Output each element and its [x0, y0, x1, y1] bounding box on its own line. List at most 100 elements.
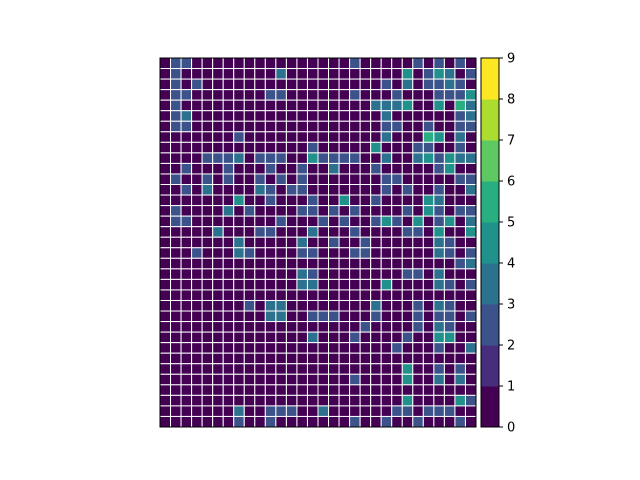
heatmap-cell [454, 363, 466, 375]
heatmap-cell [180, 68, 193, 80]
heatmap-cell [433, 384, 445, 396]
heatmap-cell [170, 247, 182, 259]
heatmap-cell [306, 99, 319, 112]
heatmap-cell [380, 331, 393, 344]
heatmap-cell [412, 310, 424, 323]
heatmap-cell [306, 310, 319, 323]
heatmap-cell [454, 405, 466, 417]
heatmap-cell [380, 289, 393, 301]
heatmap-frame [159, 57, 477, 428]
heatmap-cell [370, 89, 382, 101]
heatmap-cell [380, 415, 393, 428]
heatmap-cell [422, 331, 435, 344]
heatmap-cell [433, 236, 445, 249]
heatmap-cell [422, 99, 435, 112]
heatmap-cell [359, 331, 372, 344]
heatmap-cell [191, 321, 203, 333]
heatmap-cell [201, 173, 214, 186]
heatmap-cell [391, 173, 403, 186]
heatmap-cell [201, 257, 214, 270]
heatmap-cell [401, 352, 414, 365]
heatmap-cell [464, 99, 477, 112]
heatmap-cell [306, 394, 319, 407]
heatmap-cell [317, 184, 330, 196]
heatmap-cell [338, 131, 351, 143]
heatmap-cell [359, 89, 372, 101]
heatmap-cell [359, 363, 372, 375]
heatmap-cell [401, 120, 414, 133]
heatmap-cell [359, 289, 372, 301]
heatmap-cell [159, 331, 172, 344]
heatmap-cell [201, 352, 214, 365]
heatmap-cell [222, 342, 235, 354]
heatmap-cell [275, 226, 287, 238]
colorbar [480, 57, 500, 428]
heatmap-cell [201, 226, 214, 238]
heatmap-cell [264, 152, 277, 164]
heatmap-cell [180, 184, 193, 196]
heatmap-cell [328, 278, 340, 291]
heatmap-cell [180, 384, 193, 396]
heatmap-cell [422, 268, 435, 280]
heatmap-cell [433, 89, 445, 101]
heatmap-cell [191, 289, 203, 301]
heatmap-cell [306, 247, 319, 259]
heatmap-cell [180, 162, 193, 175]
heatmap-cell [380, 99, 393, 112]
heatmap-cell [191, 384, 203, 396]
heatmap-cell [285, 321, 298, 333]
heatmap-cell [401, 236, 414, 249]
heatmap-cell [212, 68, 224, 80]
heatmap-cell [180, 268, 193, 280]
heatmap-cell [380, 342, 393, 354]
heatmap-cell [180, 78, 193, 91]
heatmap-cell [349, 278, 361, 291]
heatmap-cell [254, 268, 266, 280]
heatmap-cell [212, 363, 224, 375]
heatmap-cell [412, 405, 424, 417]
heatmap-cell [370, 289, 382, 301]
heatmap-cell [349, 184, 361, 196]
heatmap-cell [412, 299, 424, 312]
heatmap-cell [391, 299, 403, 312]
heatmap-cell [443, 141, 456, 154]
heatmap-cell [296, 247, 308, 259]
heatmap-cell [264, 194, 277, 207]
heatmap-cell [180, 194, 193, 207]
heatmap-cell [201, 99, 214, 112]
colorbar-segment [481, 58, 499, 100]
heatmap-cell [243, 342, 256, 354]
heatmap-cell [317, 268, 330, 280]
heatmap-cell [254, 384, 266, 396]
heatmap-cell [338, 162, 351, 175]
heatmap-cell [180, 394, 193, 407]
heatmap-cell [422, 352, 435, 365]
heatmap-cell [317, 363, 330, 375]
heatmap-cell [443, 331, 456, 344]
heatmap-cell [412, 89, 424, 101]
heatmap-cell [349, 257, 361, 270]
heatmap-cell [243, 257, 256, 270]
heatmap-cell [401, 310, 414, 323]
heatmap-cell [422, 110, 435, 122]
heatmap-cell [296, 89, 308, 101]
heatmap-cell [191, 194, 203, 207]
heatmap-cell [191, 68, 203, 80]
heatmap-cell [370, 99, 382, 112]
heatmap-cell [401, 99, 414, 112]
heatmap-cell [370, 342, 382, 354]
heatmap-cell [222, 131, 235, 143]
heatmap-cell [170, 278, 182, 291]
heatmap-cell [243, 384, 256, 396]
heatmap-cell [391, 205, 403, 217]
heatmap-cell [233, 205, 245, 217]
heatmap-cell [170, 394, 182, 407]
heatmap-cell [264, 394, 277, 407]
heatmap-cell [464, 268, 477, 280]
heatmap-cell [159, 226, 172, 238]
heatmap-cell [370, 120, 382, 133]
heatmap-cell [191, 247, 203, 259]
heatmap-cell [264, 226, 277, 238]
heatmap-cell [464, 373, 477, 386]
heatmap-cell [275, 405, 287, 417]
